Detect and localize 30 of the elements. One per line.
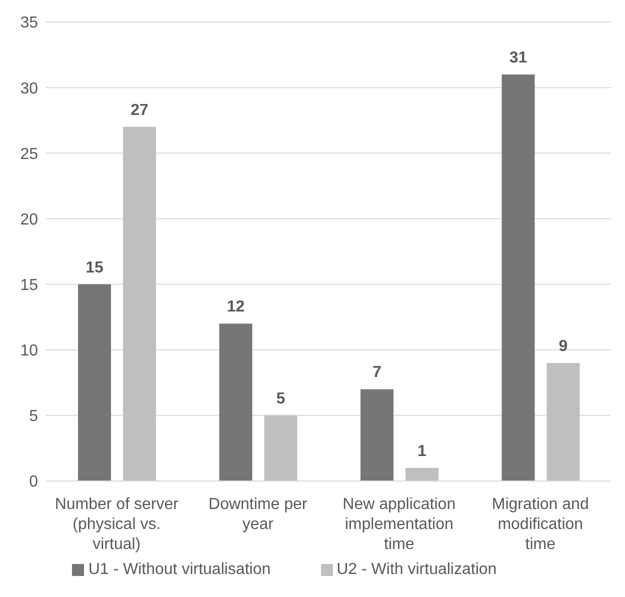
data-label: 27 [130,102,148,119]
bar [502,74,535,481]
y-tick-label: 0 [29,474,38,491]
x-tick-label: New application implementation time [342,496,456,553]
y-tick-label: 35 [20,14,38,32]
x-tick-label: Downtime per year [208,496,308,533]
bar [78,284,111,481]
bar [406,468,438,481]
y-tick-label: 25 [20,146,38,163]
data-label: 12 [226,298,245,316]
data-label: 9 [558,338,568,355]
y-tick-label: 10 [20,342,38,360]
data-label: 1 [418,442,427,460]
x-tick-label: Number of server (physical vs. virtual) [54,496,180,553]
bar [264,415,298,481]
data-label: 7 [372,364,382,382]
bar [360,389,394,481]
data-label: 5 [276,390,286,408]
data-label: 15 [86,259,104,276]
y-tick-label: 20 [20,211,38,228]
bar [123,126,156,481]
x-tick-label: Migration and modification time [492,496,589,553]
y-tick-label: 30 [20,80,38,98]
bar [219,324,252,481]
y-tick-label: 15 [20,276,38,294]
data-label: 31 [509,49,528,66]
bar [546,362,580,481]
y-tick-label: 5 [29,408,38,426]
legend-label: U1 - Without virtualisation [88,561,271,578]
legend-label: U2 - With virtualization [336,561,497,578]
